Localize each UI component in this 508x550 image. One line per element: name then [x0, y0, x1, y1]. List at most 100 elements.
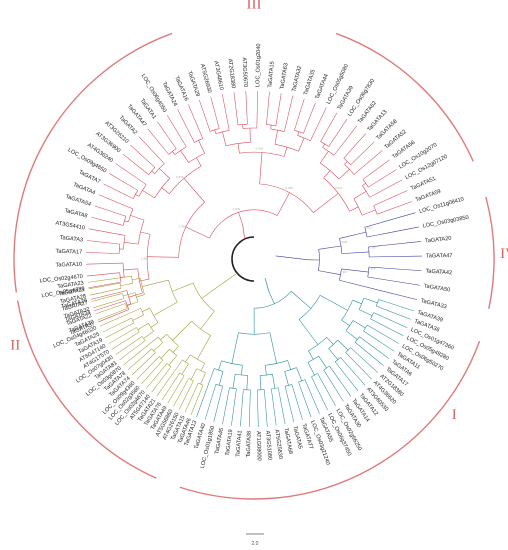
internal-arc — [320, 162, 340, 180]
leaf-label: TaGATA41 — [235, 430, 243, 457]
leaf-label: AT1G08000 — [255, 431, 262, 461]
leaf-branch — [271, 388, 277, 426]
leaf-branch — [378, 299, 414, 312]
leaf-branch — [221, 93, 230, 131]
internal-arc — [128, 208, 134, 223]
internal-branch — [276, 192, 290, 216]
internal-arc — [339, 238, 343, 254]
leaf-branch — [98, 194, 134, 210]
leaf-branch — [323, 369, 344, 402]
leaf-label: AT2G18380 — [226, 58, 236, 88]
leaf-label: AT3G50670 — [241, 57, 248, 87]
internal-branch — [161, 187, 170, 194]
support-value: 0.914 — [368, 266, 376, 270]
clade-stem — [275, 255, 309, 261]
root-arc — [231, 236, 255, 282]
leaf-branch — [94, 300, 126, 312]
leaf-label: TaGATA3 — [59, 235, 83, 244]
leaf-branch — [102, 317, 132, 333]
leaf-branch — [368, 241, 422, 248]
leaf-branch — [340, 357, 366, 386]
leaf-branch — [249, 389, 251, 427]
internal-branch — [150, 322, 159, 328]
internal-branch — [284, 371, 289, 386]
leaf-branch — [156, 359, 183, 397]
leaf-branch — [115, 336, 143, 355]
leaf-branch — [146, 363, 168, 389]
clade-label-IV: IV — [500, 246, 508, 262]
support-value: 1.000 — [233, 207, 241, 211]
internal-branch — [290, 291, 312, 309]
internal-branch — [298, 137, 305, 152]
leaf-label: TaGATA63 — [279, 63, 289, 90]
leaf-label: TaGATA33 — [420, 298, 447, 310]
leaf-branch — [136, 356, 160, 380]
internal-branch — [172, 151, 176, 155]
leaf-branch — [123, 336, 159, 366]
leaf-branch — [97, 308, 128, 321]
leaf-branch — [339, 280, 418, 300]
leaf-branch — [130, 144, 155, 168]
leaf-label: LOC_Os02g4670 — [39, 274, 83, 284]
leaf-label: TaGATA59 — [415, 189, 442, 204]
leaf-label: TaGATA15 — [267, 61, 275, 88]
support-value: 0.812 — [364, 225, 372, 229]
clade-stem — [210, 272, 238, 292]
leaf-branch — [370, 318, 404, 337]
leaf-branch — [266, 91, 270, 125]
leaf-label: TaGATA19 — [225, 429, 235, 456]
internal-arc — [122, 263, 125, 277]
internal-arc — [140, 308, 144, 316]
leaf-branch — [257, 389, 259, 427]
internal-branch — [159, 168, 170, 179]
scale-bar: 2.0 — [246, 533, 264, 547]
leaf-branch — [231, 388, 237, 426]
internal-branch — [238, 212, 243, 225]
internal-arc — [307, 355, 319, 363]
internal-arc — [362, 179, 369, 188]
leaf-branch — [343, 133, 366, 159]
internal-arc — [260, 373, 273, 376]
internal-branch — [160, 349, 170, 359]
leaf-label: TaGATA42 — [425, 268, 452, 276]
support-value: 0.996 — [176, 175, 184, 179]
internal-branch — [318, 245, 342, 250]
leaf-branch — [298, 382, 312, 418]
internal-branch — [151, 170, 155, 174]
leaf-label: TaGATA20 — [425, 236, 452, 245]
internal-branch — [352, 320, 366, 329]
internal-branch — [218, 371, 224, 386]
leaf-branch — [147, 128, 169, 155]
leaf-branch — [333, 125, 357, 156]
leaf-branch — [364, 212, 416, 228]
internal-branch — [172, 345, 179, 353]
leaf-label: AT5G25830 — [273, 429, 283, 459]
internal-branch — [200, 310, 215, 330]
leaf-branch — [233, 92, 239, 125]
internal-arc — [157, 336, 163, 343]
internal-branch — [120, 283, 133, 287]
leaf-branch — [303, 102, 316, 134]
internal-branch — [341, 251, 369, 254]
leaf-label: AT3G54410 — [55, 220, 85, 231]
leaf-branch — [95, 303, 126, 315]
leaf-branch — [367, 276, 420, 286]
internal-branch — [337, 339, 349, 351]
internal-branch — [353, 191, 367, 199]
internal-branch — [270, 125, 272, 130]
internal-branch — [296, 367, 303, 382]
leaf-branch — [291, 384, 303, 420]
leaf-branch — [88, 281, 122, 289]
leaf-branch — [199, 100, 211, 132]
internal-arc — [126, 290, 132, 304]
leaf-branch — [127, 348, 153, 371]
internal-branch — [268, 291, 275, 304]
leaf-branch — [103, 183, 134, 199]
leaf-label: TaGATA54 — [65, 194, 92, 208]
internal-arc — [122, 293, 125, 299]
leaf-branch — [256, 91, 258, 129]
internal-arc — [318, 249, 320, 271]
internal-arc — [149, 307, 159, 323]
internal-arc — [362, 185, 370, 198]
leaf-branch — [354, 342, 384, 366]
